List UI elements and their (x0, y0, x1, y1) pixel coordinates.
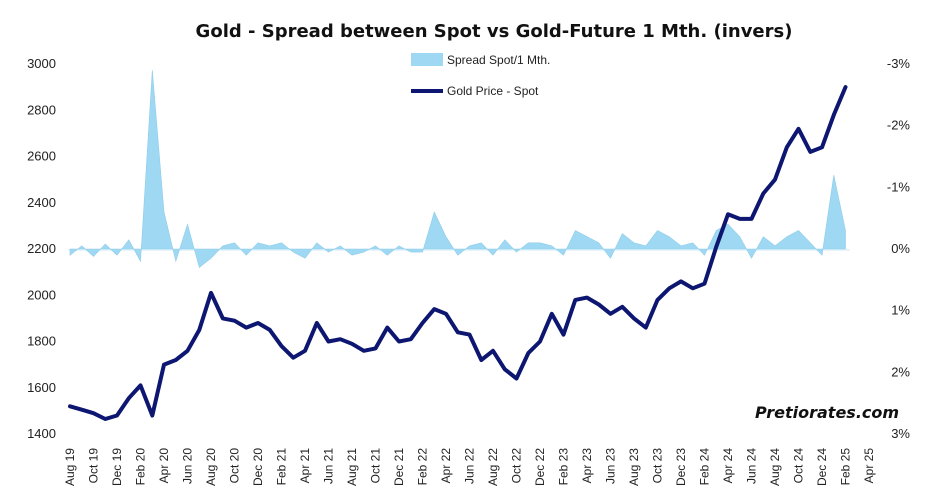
x-tick-label: Jun 22 (463, 448, 477, 484)
x-tick-label: Jun 20 (181, 448, 195, 484)
x-tick-label: Feb 20 (134, 448, 148, 486)
y-left-tick-label: 2600 (27, 149, 56, 164)
x-axis: Aug 19 Oct 19 Dec 19 Feb 20 Apr 20 Jun 20 Aug … (63, 448, 876, 486)
y-left-tick-label: 2000 (27, 287, 56, 302)
x-tick-label: Dec 22 (533, 448, 547, 486)
y-left-tick-label: 3000 (27, 56, 56, 71)
x-tick-label: Apr 23 (580, 448, 594, 484)
x-tick-label: Feb 24 (698, 448, 712, 486)
x-tick-label: Jun 21 (322, 448, 336, 484)
x-tick-label: Aug 24 (768, 448, 782, 486)
x-tick-label: Feb 22 (416, 448, 430, 486)
y-right-tick-label: -2% (887, 118, 911, 133)
x-tick-label: Oct 22 (510, 448, 524, 484)
y-left-tick-label: 2800 (27, 102, 56, 117)
y-left-tick-label: 2200 (27, 241, 56, 256)
x-tick-label: Apr 25 (862, 448, 876, 484)
x-tick-label: Aug 21 (345, 448, 359, 486)
x-tick-label: Dec 21 (392, 448, 406, 486)
y-axis-left: 1400 1600 1800 2000 2200 2400 2600 2800 3000 (27, 56, 56, 441)
y-right-tick-label: -3% (887, 56, 911, 71)
y-left-tick-label: 1400 (27, 426, 56, 441)
gold-price-line-series (68, 85, 848, 421)
legend-label-gold: Gold Price - Spot (447, 84, 539, 98)
chart-title: Gold - Spread between Spot vs Gold-Futur… (196, 21, 793, 42)
x-tick-label: Dec 24 (815, 448, 829, 486)
y-left-tick-label: 1600 (27, 380, 56, 395)
x-tick-label: Feb 25 (839, 448, 853, 486)
y-right-tick-label: 3% (891, 426, 910, 441)
y-right-tick-label: 0% (891, 241, 910, 256)
y-right-tick-label: -1% (887, 179, 911, 194)
y-axis-right: -3% -2% -1% 0% 1% 2% 3% (887, 56, 911, 441)
legend-label-spread: Spread Spot/1 Mth. (447, 53, 550, 67)
x-tick-label: Dec 20 (251, 448, 265, 486)
x-tick-label: Oct 23 (651, 448, 665, 484)
x-tick-label: Apr 21 (298, 448, 312, 484)
x-tick-label: Oct 19 (87, 448, 101, 484)
x-tick-label: Jun 23 (604, 448, 618, 484)
x-tick-label: Oct 20 (228, 448, 242, 484)
x-tick-label: Feb 21 (275, 448, 289, 486)
x-tick-label: Apr 24 (721, 448, 735, 484)
x-tick-label: Aug 19 (63, 448, 77, 486)
y-right-tick-label: 2% (891, 364, 910, 379)
x-tick-label: Dec 23 (674, 448, 688, 486)
x-tick-label: Aug 22 (486, 448, 500, 486)
x-tick-label: Dec 19 (110, 448, 124, 486)
y-left-tick-label: 2400 (27, 195, 56, 210)
y-right-tick-label: 1% (891, 303, 910, 318)
x-tick-label: Apr 22 (439, 448, 453, 484)
y-left-tick-label: 1800 (27, 334, 56, 349)
watermark: Pretiorates.com (755, 403, 899, 422)
legend: Spread Spot/1 Mth. Gold Price - Spot (411, 53, 550, 98)
x-tick-label: Oct 24 (792, 448, 806, 484)
x-tick-label: Aug 20 (204, 448, 218, 486)
x-tick-label: Oct 21 (369, 448, 383, 484)
legend-swatch-spread (411, 53, 443, 66)
x-tick-label: Feb 23 (557, 448, 571, 486)
x-tick-label: Jun 24 (745, 448, 759, 484)
x-tick-label: Apr 20 (157, 448, 171, 484)
x-tick-label: Aug 23 (627, 448, 641, 486)
spread-area-series (69, 70, 846, 269)
